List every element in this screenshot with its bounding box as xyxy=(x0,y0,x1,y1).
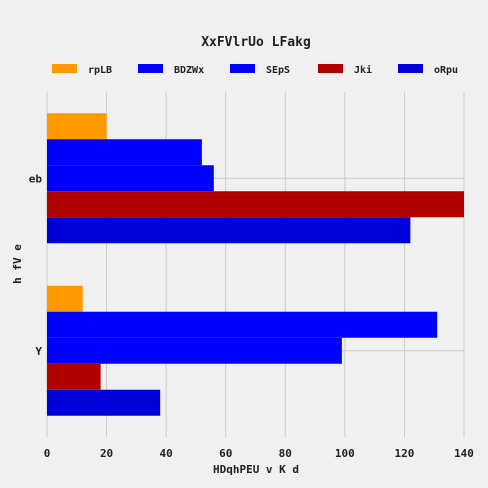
bar-SEpS-eb xyxy=(47,165,214,192)
bars xyxy=(47,113,464,416)
legend-swatch-rpLB xyxy=(52,64,77,73)
legend-swatch-SEpS xyxy=(230,64,255,73)
y-axis-label: h fV e xyxy=(11,244,24,284)
legend-label-Jki: Jki xyxy=(354,64,372,76)
y-tick-label-0: eb xyxy=(29,172,43,185)
x-axis-ticks: 0 20 40 60 80 100 120 140 xyxy=(44,447,474,460)
y-tick-label-1: Y xyxy=(35,345,42,358)
x-tick-label-7: 140 xyxy=(454,447,474,460)
legend-label-oRpu: oRpu xyxy=(434,65,458,76)
x-tick-label-0: 0 xyxy=(44,447,51,460)
chart-title: XxFVlrUo LFakg xyxy=(201,35,311,50)
bar-BDZWx-Y xyxy=(47,311,438,338)
x-tick-label-5: 100 xyxy=(335,447,355,460)
bar-Jki-Y xyxy=(47,363,101,390)
x-tick-label-3: 60 xyxy=(219,447,232,460)
legend-label-rpLB: rpLB xyxy=(88,65,112,76)
legend-label-SEpS: SEpS xyxy=(266,65,290,76)
legend-swatch-BDZWx xyxy=(138,64,163,73)
legend-swatch-Jki xyxy=(318,64,343,73)
bar-rpLB-Y xyxy=(47,285,83,312)
x-tick-label-1: 20 xyxy=(100,447,113,460)
bar-rpLB-eb xyxy=(47,113,107,140)
bar-Jki-eb xyxy=(47,191,464,218)
legend: rpLB BDZWx SEpS Jki oRpu xyxy=(52,64,458,76)
bar-oRpu-Y xyxy=(47,389,161,416)
y-axis-ticks: eb Y xyxy=(29,172,43,358)
legend-label-BDZWx: BDZWx xyxy=(174,65,204,76)
bar-BDZWx-eb xyxy=(47,139,202,166)
x-tick-label-4: 80 xyxy=(279,447,292,460)
x-axis-label: HDqhPEU v K d xyxy=(213,463,299,476)
x-tick-label-2: 40 xyxy=(160,447,173,460)
bar-SEpS-Y xyxy=(47,337,342,364)
x-tick-label-6: 120 xyxy=(394,447,414,460)
legend-swatch-oRpu xyxy=(398,64,423,73)
bar-oRpu-eb xyxy=(47,217,411,244)
